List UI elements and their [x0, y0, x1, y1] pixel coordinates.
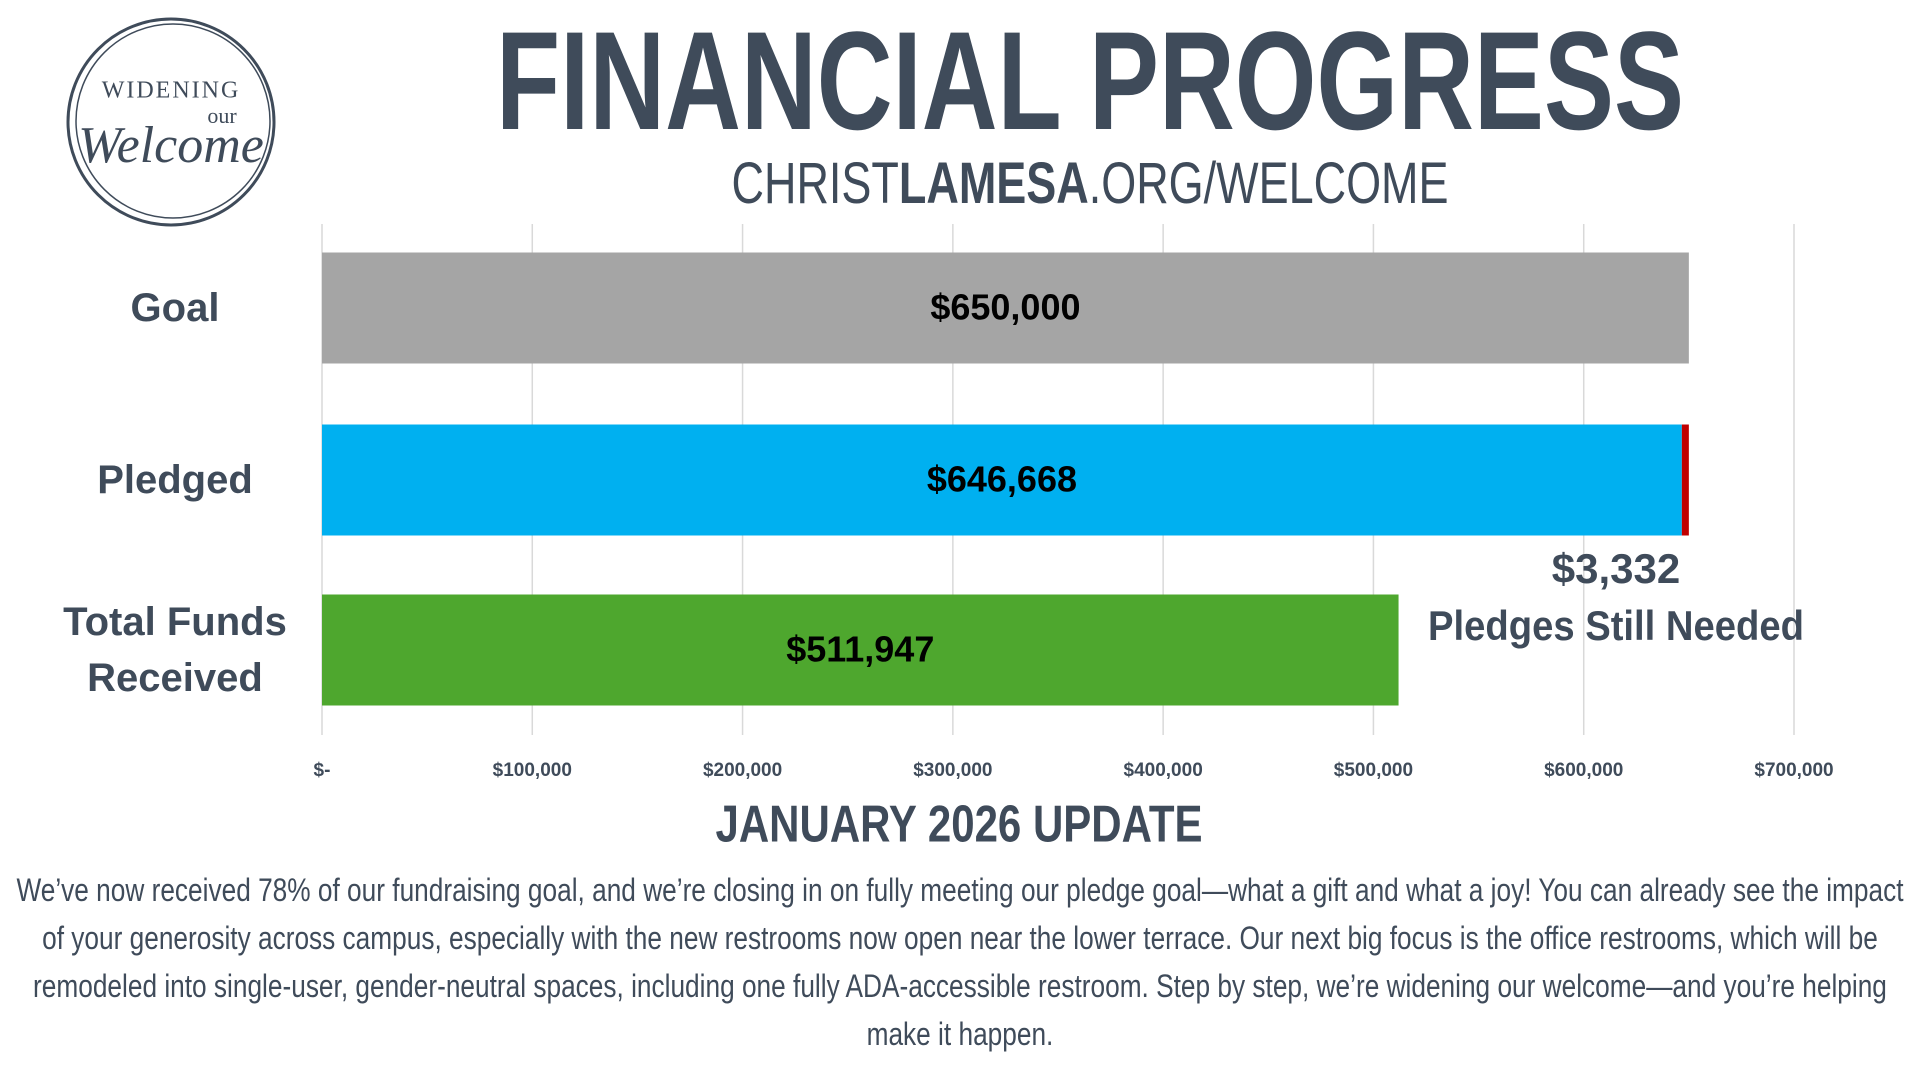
x-tick-label: $100,000	[493, 760, 572, 781]
x-tick-label: $300,000	[913, 760, 992, 781]
annotation-value: $3,332	[1552, 545, 1680, 592]
subtitle-part: .ORG/WELCOME	[1089, 151, 1449, 216]
footer-heading: JANUARY 2026 UPDATE	[716, 796, 1203, 854]
bar	[322, 252, 1689, 364]
chart-subtitle: CHRISTLAMESA.ORG/WELCOME	[732, 151, 1449, 216]
annotation-label: Pledges Still Needed	[1428, 602, 1804, 649]
bar-label: $511,947	[786, 629, 934, 670]
chart-title: FINANCIAL PROGRESS	[496, 2, 1684, 159]
x-tick-label: $400,000	[1124, 760, 1203, 781]
subtitle-part: CHRIST	[732, 151, 899, 216]
logo-text: Welcome	[78, 117, 264, 174]
subtitle-part: LAMESA	[899, 151, 1089, 216]
y-tick-label: Goal	[130, 286, 220, 330]
x-tick-label: $500,000	[1334, 760, 1413, 781]
x-tick-label: $600,000	[1544, 760, 1623, 781]
bar-label: $650,000	[930, 287, 1080, 328]
bar	[322, 424, 1682, 536]
logo	[66, 17, 276, 227]
y-tick-label: Pledged	[97, 458, 253, 502]
logo-text: our	[207, 103, 237, 128]
y-tick-label: Total Funds Received	[63, 600, 287, 700]
bar	[322, 594, 1399, 706]
x-tick-label: $200,000	[703, 760, 782, 781]
logo-ring	[75, 23, 271, 219]
bar-segment	[1681, 424, 1689, 536]
logo-text: WIDENING	[102, 78, 241, 104]
logo-ring	[66, 17, 276, 227]
x-tick-label: $-	[314, 760, 331, 781]
footer-text: We’ve now received 78% of our fundraisin…	[16, 872, 1904, 1052]
x-tick-label: $700,000	[1754, 760, 1833, 781]
bar-label: $646,668	[927, 459, 1077, 500]
